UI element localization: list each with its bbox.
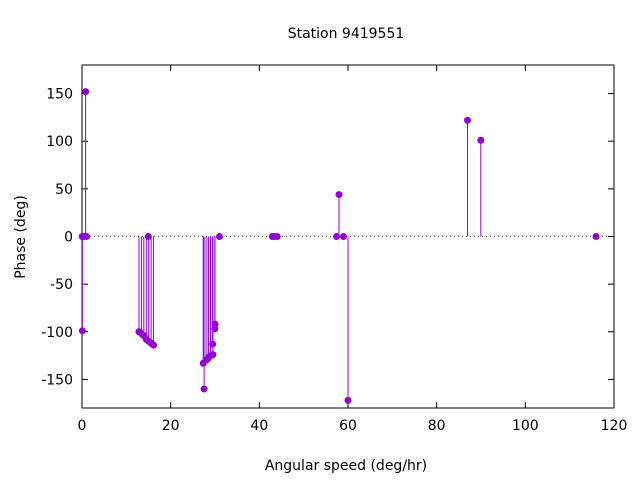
y-tick-label: -150	[41, 372, 73, 388]
y-tick-label: 150	[46, 87, 73, 103]
data-point	[335, 191, 343, 199]
data-point	[211, 320, 219, 328]
data-point	[273, 233, 281, 240]
data-point	[150, 341, 158, 349]
data-point	[344, 396, 352, 404]
data-point	[339, 233, 347, 240]
data-point	[333, 233, 341, 240]
data-point	[83, 233, 91, 240]
y-tick-label: 0	[64, 230, 73, 246]
y-tick-label: 100	[46, 134, 73, 150]
data-point	[200, 385, 208, 393]
x-tick-label: 40	[250, 418, 268, 434]
data-point	[463, 116, 471, 124]
axes: 0 20 40 60 80 100 120 -150 -100 -50 0 50 100 150	[41, 64, 628, 434]
y-tick-label: -50	[50, 277, 73, 293]
x-tick-label: 80	[428, 418, 446, 434]
data-point	[592, 233, 600, 240]
y-tick-label: 50	[55, 182, 73, 198]
x-axis-label: Angular speed (deg/hr)	[265, 458, 427, 474]
chart-title: Station 9419551	[288, 26, 405, 42]
x-tick-label: 100	[512, 418, 539, 434]
x-tick-label: 120	[601, 418, 628, 434]
y-tick-label: -100	[41, 325, 73, 341]
data-marks	[78, 88, 600, 404]
data-point	[209, 351, 217, 359]
data-point	[216, 233, 224, 240]
x-tick-label: 0	[78, 418, 87, 434]
x-tick-label: 60	[339, 418, 357, 434]
y-axis-label: Phase (deg)	[13, 195, 29, 279]
data-point	[477, 136, 485, 144]
x-tick-label: 20	[162, 418, 180, 434]
data-point	[78, 327, 86, 335]
data-point	[82, 88, 90, 96]
